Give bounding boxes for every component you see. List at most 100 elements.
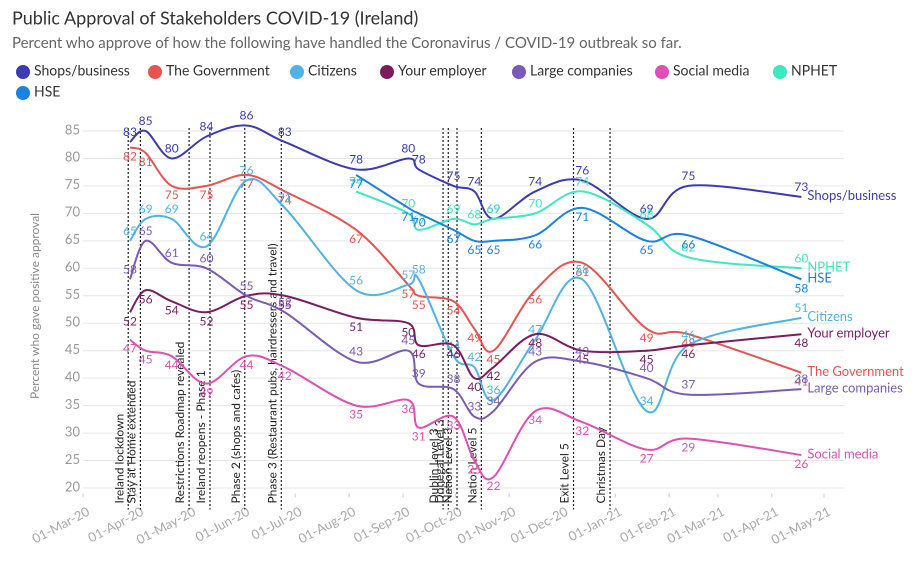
- data-label: 57: [401, 267, 415, 282]
- legend-label: Your employer: [398, 62, 487, 79]
- data-label: 58: [575, 261, 589, 276]
- data-label: 52: [278, 294, 292, 309]
- data-label: 42: [487, 368, 501, 383]
- series-line: [129, 239, 802, 420]
- data-label: 65: [123, 223, 137, 238]
- x-tick-label: 01-Dec-20: [508, 503, 571, 547]
- y-tick-label: 40: [65, 368, 81, 384]
- event-label: Phase 2 (shops and cafes): [228, 370, 243, 504]
- data-label: 45: [640, 352, 654, 367]
- event-label: Ireland reopens - Phase 1: [193, 370, 208, 503]
- legend-item[interactable]: Your employer: [380, 62, 487, 79]
- data-label: 78: [349, 151, 363, 166]
- legend-marker: [512, 65, 526, 79]
- data-label: 69: [447, 201, 461, 216]
- data-label: 71: [401, 209, 415, 224]
- data-label: 68: [467, 206, 481, 221]
- data-label: 84: [200, 119, 214, 134]
- legend-item[interactable]: HSE: [16, 83, 60, 100]
- y-tick-label: 65: [65, 231, 80, 247]
- data-label: 45: [487, 352, 501, 367]
- data-label: 75: [681, 168, 695, 183]
- data-label: 62: [681, 239, 695, 254]
- legend-label: Large companies: [530, 62, 633, 79]
- series-line: [355, 190, 802, 270]
- data-label: 48: [794, 335, 808, 350]
- y-tick-label: 35: [65, 396, 80, 412]
- data-label: 44: [165, 357, 179, 372]
- x-tick-label: 01-Jul-20: [248, 503, 304, 543]
- data-label: 74: [467, 173, 481, 188]
- y-tick-label: 50: [65, 314, 81, 330]
- data-label: 49: [640, 330, 654, 345]
- data-label: 70: [412, 214, 426, 229]
- data-label: 80: [401, 140, 415, 155]
- legend-item[interactable]: Large companies: [512, 62, 633, 79]
- series-end-label: Your employer: [807, 325, 890, 341]
- data-label: 68: [640, 206, 654, 221]
- data-label: 41: [794, 374, 808, 389]
- legend-item[interactable]: Social media: [655, 62, 749, 79]
- data-label: 71: [278, 190, 292, 205]
- y-tick-label: 30: [65, 423, 81, 439]
- legend-item[interactable]: NPHET: [773, 62, 838, 79]
- data-label: 38: [794, 371, 808, 386]
- series-end-label: Shops/business: [807, 187, 896, 203]
- legend-marker: [290, 65, 304, 79]
- data-label: 67: [349, 231, 363, 246]
- y-tick-label: 85: [65, 121, 80, 137]
- data-label: 50: [401, 324, 415, 339]
- legend-label: Shops/business: [34, 62, 130, 79]
- series-end-label: NPHET: [807, 259, 850, 275]
- event-label: Restrictions Roadmap revealed: [172, 342, 187, 504]
- legend-item[interactable]: Citizens: [290, 62, 357, 79]
- y-tick-label: 80: [65, 149, 81, 165]
- data-label: 86: [240, 108, 254, 123]
- series-end-label: Citizens: [807, 308, 853, 324]
- data-label: 35: [349, 407, 363, 422]
- series-line: [355, 174, 802, 281]
- series-line: [129, 178, 802, 414]
- data-label: 85: [139, 113, 153, 128]
- legend-marker: [380, 65, 394, 79]
- data-label: 40: [467, 379, 481, 394]
- event-label: Christmas Day: [593, 426, 608, 503]
- x-tick-label: 01-Oct-20: [403, 503, 465, 546]
- data-label: 77: [349, 176, 363, 191]
- series-end-label: HSE: [807, 270, 832, 286]
- legend-marker: [148, 65, 162, 79]
- data-label: 43: [528, 344, 542, 359]
- data-label: 55: [278, 297, 292, 312]
- data-label: 60: [200, 250, 214, 265]
- legend-label: HSE: [34, 83, 60, 100]
- data-label: 33: [467, 399, 481, 414]
- event-label: Ireland lockdown: [111, 414, 126, 504]
- series-end-label: Social media: [807, 445, 878, 461]
- data-label: 83: [123, 124, 137, 139]
- data-label: 75: [447, 168, 461, 183]
- data-label: 48: [528, 335, 542, 350]
- legend-item[interactable]: Shops/business: [16, 62, 130, 79]
- data-label: 71: [575, 209, 589, 224]
- data-label: 38: [447, 371, 461, 386]
- y-tick-label: 45: [65, 341, 80, 357]
- data-label: 69: [139, 201, 153, 216]
- data-label: 55: [240, 278, 254, 293]
- x-tick-label: 01-Aug-20: [295, 503, 358, 547]
- data-label: 69: [487, 201, 501, 216]
- y-tick-label: 55: [65, 286, 80, 302]
- data-label: 36: [401, 401, 415, 416]
- data-label: 31: [412, 429, 426, 444]
- legend-marker: [16, 65, 30, 79]
- x-tick-label: 01-Sep-20: [351, 503, 413, 546]
- legend-item[interactable]: The Government: [148, 62, 270, 79]
- event-label: Donegal Level 3: [431, 419, 446, 503]
- chart-subtitle: Percent who approve of how the following…: [12, 34, 682, 52]
- data-label: 46: [447, 346, 461, 361]
- data-label: 78: [412, 151, 426, 166]
- data-label: 76: [575, 162, 589, 177]
- data-label: 45: [401, 333, 415, 348]
- y-tick-label: 25: [65, 451, 80, 467]
- legend-label: Citizens: [308, 62, 357, 79]
